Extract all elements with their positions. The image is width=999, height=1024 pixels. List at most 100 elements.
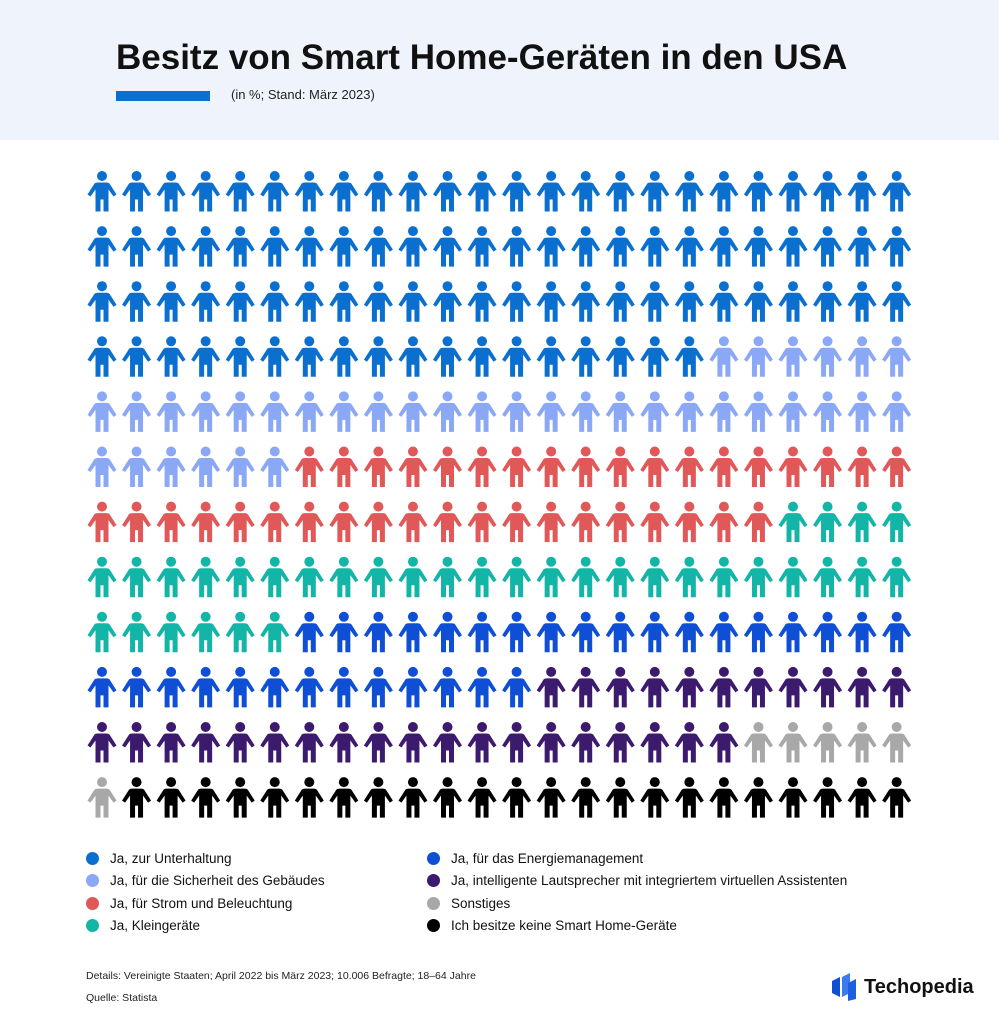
legend-item: Ich besitze keine Smart Home-Geräte — [427, 916, 677, 936]
person-icon — [847, 446, 877, 487]
person-icon — [329, 611, 359, 653]
header: Besitz von Smart Home-Geräten in den USA… — [0, 0, 999, 140]
person-icon — [813, 611, 843, 653]
person-icon — [847, 722, 877, 763]
person-icon — [294, 722, 324, 763]
person-icon — [778, 281, 808, 322]
person-icon — [605, 446, 635, 487]
person-icon — [536, 722, 566, 763]
person-icon — [743, 391, 773, 432]
person-icon — [363, 226, 393, 267]
person-icon — [847, 777, 877, 818]
person-icon — [709, 666, 739, 708]
person-icon — [294, 777, 324, 818]
person-icon — [847, 666, 877, 708]
person-icon — [398, 281, 428, 322]
person-icon — [640, 171, 670, 212]
person-icon — [743, 722, 773, 763]
person-icon — [709, 171, 739, 212]
person-icon — [156, 611, 186, 653]
person-icon — [709, 501, 739, 543]
title-accent-bar — [116, 91, 210, 101]
person-icon — [536, 281, 566, 322]
person-icon — [122, 666, 152, 708]
person-icon — [329, 722, 359, 763]
person-icon — [260, 722, 290, 763]
person-icon — [674, 722, 704, 763]
person-icon — [363, 722, 393, 763]
person-icon — [571, 336, 601, 377]
person-icon — [640, 777, 670, 818]
legend: Ja, zur Unterhaltung Ja, für die Sicherhe… — [0, 848, 999, 948]
person-icon — [294, 666, 324, 708]
person-icon — [813, 391, 843, 432]
person-icon — [433, 226, 462, 267]
person-icon — [329, 171, 359, 212]
person-icon — [191, 281, 221, 322]
person-icon — [536, 556, 566, 598]
person-icon — [87, 226, 117, 267]
legend-item: Ja, für die Sicherheit des Gebäudes — [86, 871, 325, 891]
person-icon — [882, 666, 912, 708]
person-icon — [191, 722, 221, 763]
person-icon — [778, 226, 808, 267]
person-icon — [847, 281, 877, 322]
person-icon — [294, 336, 324, 377]
person-icon — [122, 336, 152, 377]
person-icon — [122, 281, 152, 322]
person-icon — [433, 666, 462, 708]
person-icon — [467, 501, 497, 543]
person-icon — [674, 336, 704, 377]
person-icon — [225, 446, 255, 487]
person-icon — [122, 226, 152, 267]
person-icon — [225, 336, 255, 377]
person-icon — [398, 777, 428, 818]
person-icon — [260, 171, 290, 212]
person-icon — [329, 391, 359, 432]
person-icon — [398, 501, 428, 543]
person-icon — [674, 556, 704, 598]
person-icon — [709, 281, 739, 322]
person-icon — [433, 171, 462, 212]
person-icon — [225, 391, 255, 432]
person-icon — [571, 666, 601, 708]
person-icon — [674, 777, 704, 818]
person-icon — [674, 611, 704, 653]
page-title: Besitz von Smart Home-Geräten in den USA — [116, 38, 848, 77]
person-icon — [294, 281, 324, 322]
person-icon — [571, 777, 601, 818]
person-icon — [743, 501, 773, 543]
person-icon — [191, 171, 221, 212]
person-icon — [156, 391, 186, 432]
person-icon — [156, 171, 186, 212]
person-icon — [536, 336, 566, 377]
person-icon — [813, 722, 843, 763]
person-icon — [191, 556, 221, 598]
person-icon — [640, 556, 670, 598]
person-icon — [882, 501, 912, 543]
person-icon — [87, 391, 117, 432]
person-icon — [709, 556, 739, 598]
person-icon — [433, 611, 462, 653]
person-icon — [122, 777, 152, 818]
source-note: Quelle: Statista — [86, 992, 158, 1004]
person-icon — [122, 611, 152, 653]
person-icon — [743, 336, 773, 377]
person-icon — [743, 611, 773, 653]
brand-logo: Techopedia — [830, 972, 974, 1002]
person-icon — [813, 556, 843, 598]
person-icon — [605, 336, 635, 377]
person-icon — [605, 777, 635, 818]
person-icon — [882, 446, 912, 487]
person-icon — [294, 171, 324, 212]
person-icon — [329, 556, 359, 598]
person-icon — [398, 556, 428, 598]
person-icon — [605, 556, 635, 598]
legend-dot — [86, 896, 99, 910]
legend-dot — [86, 919, 99, 932]
person-icon — [467, 666, 497, 708]
person-icon — [502, 336, 532, 377]
person-icon — [363, 171, 393, 212]
person-icon — [225, 226, 255, 267]
person-icon — [640, 722, 670, 763]
